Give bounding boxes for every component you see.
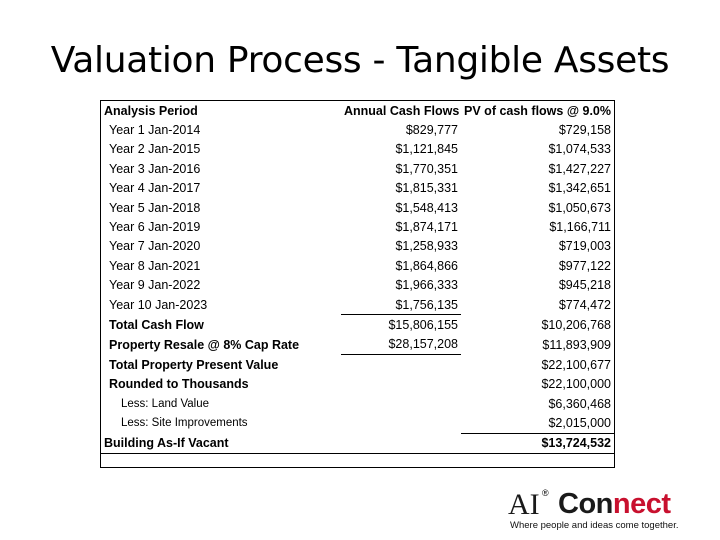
total-present-value-pv: $22,100,677 [541,357,611,372]
ai-connect-logo: AI ® Connect Where people and ideas come… [508,488,698,532]
row-period: Year 8 Jan-2021 [109,258,201,273]
logo-connect-red: nect [612,488,671,520]
table-row: Year 9 Jan-2022 $1,966,333 $945,218 [101,276,614,295]
land-value-pv: $6,360,468 [548,396,611,411]
total-present-value-label: Total Property Present Value [109,357,279,372]
row-pv: $1,074,533 [548,142,611,157]
row-cash: $1,874,171 [395,220,458,235]
row-pv: $1,427,227 [548,161,611,176]
row-cash: $1,258,933 [395,239,458,254]
rounded-pv: $22,100,000 [541,377,611,392]
valuation-table: Analysis Period Annual Cash Flows PV of … [100,100,615,468]
header-analysis-period: Analysis Period [104,103,198,118]
total-cash-flow-cash: $15,806,155 [341,314,461,335]
table-row: Year 8 Jan-2021 $1,864,866 $977,122 [101,256,614,275]
property-resale-label: Property Resale @ 8% Cap Rate [109,337,300,352]
row-period: Year 5 Jan-2018 [109,200,201,215]
row-period: Year 9 Jan-2022 [109,278,201,293]
logo-connect-black: Con [558,488,613,520]
row-cash: $1,121,845 [395,142,458,157]
table-row: Year 4 Jan-2017 $1,815,331 $1,342,651 [101,179,614,198]
rounded-row: Rounded to Thousands $22,100,000 [101,374,614,393]
site-improvements-label: Less: Site Improvements [121,417,248,430]
row-pv: $774,472 [558,297,611,312]
property-resale-cash: $28,157,208 [341,334,461,356]
table-row: Year 2 Jan-2015 $1,121,845 $1,074,533 [101,140,614,159]
table-row: Year 1 Jan-2014 $829,777 $729,158 [101,120,614,139]
row-cash: $1,770,351 [395,161,458,176]
row-pv: $977,122 [558,258,611,273]
row-period: Year 4 Jan-2017 [109,181,201,196]
property-resale-row: Property Resale @ 8% Cap Rate $28,157,20… [101,334,614,356]
row-cash: $1,548,413 [395,200,458,215]
site-improvements-row: Less: Site Improvements $2,015,000 [101,413,614,434]
row-period: Year 3 Jan-2016 [109,161,201,176]
building-vacant-pv: $13,724,532 [461,433,614,455]
table-header-row: Analysis Period Annual Cash Flows PV of … [101,101,614,120]
building-vacant-label: Building As-If Vacant [101,433,341,455]
table-row: Year 7 Jan-2020 $1,258,933 $719,003 [101,237,614,256]
row-pv: $729,158 [558,123,611,138]
row-cash: $829,777 [405,123,458,138]
row-period: Year 2 Jan-2015 [109,142,201,157]
row-period: Year 1 Jan-2014 [109,123,201,138]
table-row: Year 6 Jan-2019 $1,874,171 $1,166,711 [101,217,614,236]
logo-connect-text: Connect [558,488,671,521]
header-annual-cash-flows: Annual Cash Flows [344,103,460,118]
total-present-value-row: Total Property Present Value $22,100,677 [101,355,614,375]
row-cash: $1,756,135 [395,297,458,312]
row-pv: $719,003 [558,239,611,254]
total-cash-flow-row: Total Cash Flow $15,806,155 $10,206,768 [101,314,614,335]
logo-ai-text: AI [508,488,540,521]
row-period: Year 7 Jan-2020 [109,239,201,254]
logo-registered-mark: ® [542,488,549,498]
row-cash: $1,966,333 [395,278,458,293]
land-value-row: Less: Land Value $6,360,468 [101,394,614,413]
table-row: Year 5 Jan-2018 $1,548,413 $1,050,673 [101,198,614,217]
total-cash-flow-label: Total Cash Flow [109,317,204,332]
property-resale-pv: $11,893,909 [542,337,611,352]
row-pv: $945,218 [558,278,611,293]
site-improvements-pv: $2,015,000 [461,413,614,434]
row-period: Year 6 Jan-2019 [109,220,201,235]
header-pv-cash-flows: PV of cash flows @ 9.0% [464,103,611,118]
row-cash: $1,815,331 [395,181,458,196]
row-pv: $1,166,711 [549,220,611,235]
logo-tagline: Where people and ideas come together. [510,520,679,531]
row-cash: $1,864,866 [395,258,458,273]
table-row: Year 3 Jan-2016 $1,770,351 $1,427,227 [101,159,614,178]
row-pv: $1,050,673 [548,200,611,215]
total-cash-flow-pv: $10,206,768 [541,317,611,332]
land-value-label: Less: Land Value [121,397,210,410]
row-period: Year 10 Jan-2023 [109,297,208,312]
table-row: Year 10 Jan-2023 $1,756,135 $774,472 [101,295,614,315]
building-vacant-row: Building As-If Vacant $13,724,532 [101,433,614,455]
row-pv: $1,342,651 [548,181,611,196]
rounded-label: Rounded to Thousands [109,377,249,392]
slide-title: Valuation Process - Tangible Assets [50,40,670,81]
